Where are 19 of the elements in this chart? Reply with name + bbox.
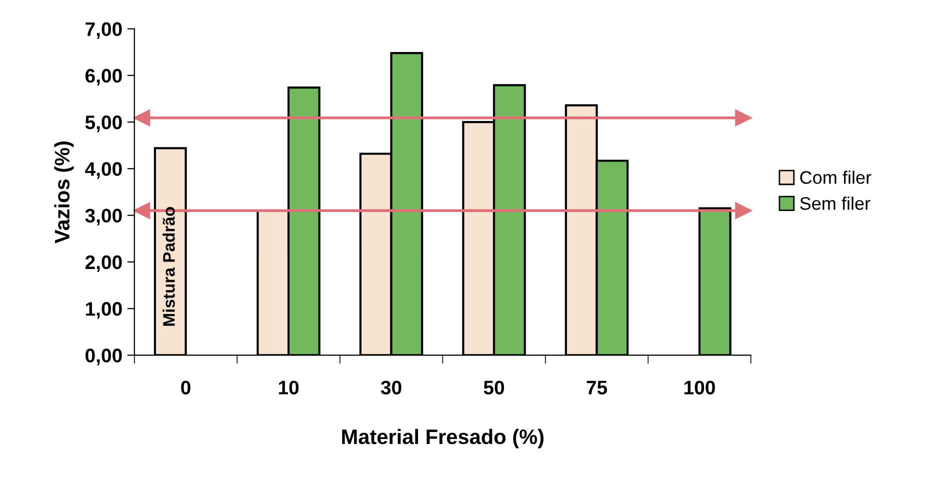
y-tick-label: 7,00: [86, 22, 122, 39]
x-tick-label: 10: [278, 380, 299, 394]
y-tick-label: 3,00: [85, 208, 122, 226]
y-tick-label: 0,00: [86, 348, 122, 366]
x-axis-title: Material Fresado (%): [342, 428, 544, 448]
y-tick-label: 4,00: [85, 162, 122, 179]
x-tick-label: 50: [484, 380, 504, 394]
annotation: Mistura Padrão: [162, 207, 175, 326]
x-tick-label: 75: [586, 380, 608, 394]
x-tick-label: 100: [684, 380, 715, 394]
y-axis-title: Vazios (%): [54, 142, 74, 244]
legend-label: Com filer: [800, 170, 872, 184]
y-tick-label: 6,00: [85, 68, 122, 86]
y-tick-label: 1,00: [86, 302, 122, 319]
x-tick-label: 30: [380, 380, 402, 395]
legend-label: Sem filer: [800, 196, 870, 210]
y-tick-label: 2,00: [85, 255, 122, 272]
x-tick-label: 0: [181, 380, 190, 394]
y-tick-label: 5,00: [85, 116, 122, 132]
